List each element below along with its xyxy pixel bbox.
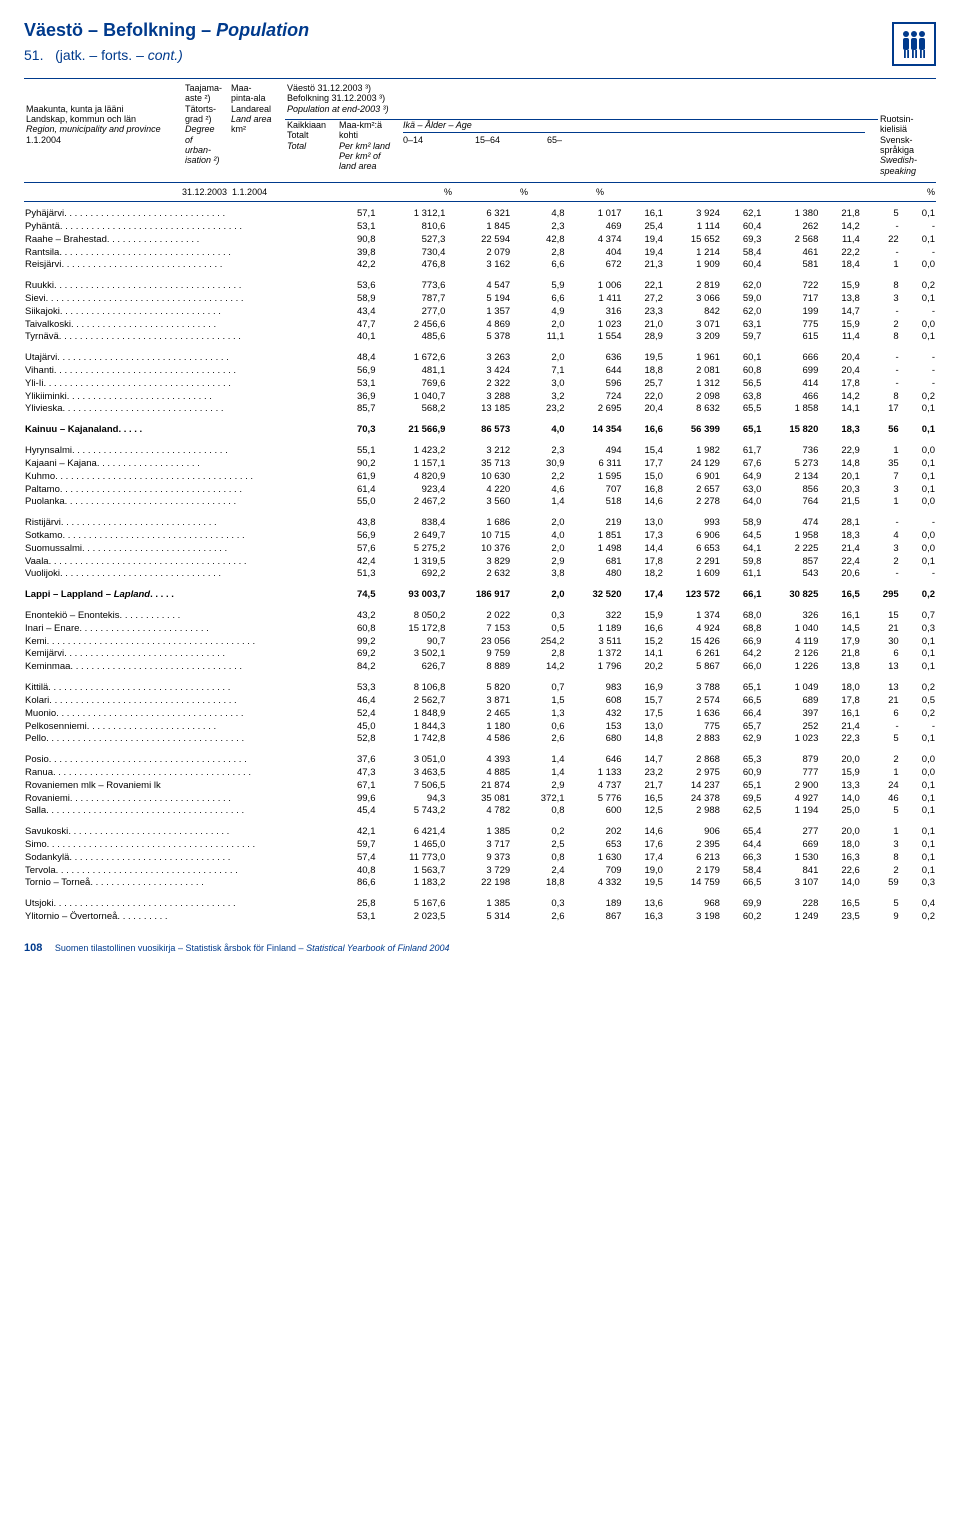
- table-row: Utsjoki . . . . . . . . . . . . . . . . …: [24, 898, 936, 911]
- table-row: Ylikiiminki . . . . . . . . . . . . . . …: [24, 391, 936, 404]
- table-row: Kainuu – Kajanaland . . . . .70,321 566,…: [24, 424, 936, 437]
- table-row: Paltamo . . . . . . . . . . . . . . . . …: [24, 484, 936, 497]
- table-row: Vihanti . . . . . . . . . . . . . . . . …: [24, 365, 936, 378]
- table-row: Ruukki . . . . . . . . . . . . . . . . .…: [24, 280, 936, 293]
- title-fi: Väestö: [24, 20, 83, 40]
- date-header-row: 31.12.2003 1.1.2004 % % % %: [24, 183, 936, 202]
- page-subtitle: 51. (jatk. – forts. – cont.): [24, 47, 309, 63]
- table-row: Reisjärvi . . . . . . . . . . . . . . . …: [24, 259, 936, 272]
- table-row: Lappi – Lappland – Lapland . . . . .74,5…: [24, 589, 936, 602]
- table-row: Pyhäjärvi . . . . . . . . . . . . . . . …: [24, 208, 936, 221]
- table-row: Savukoski . . . . . . . . . . . . . . . …: [24, 826, 936, 839]
- page-number: 108: [24, 942, 42, 954]
- table-row: Posio . . . . . . . . . . . . . . . . . …: [24, 754, 936, 767]
- population-table: Pyhäjärvi . . . . . . . . . . . . . . . …: [24, 208, 936, 924]
- table-row: Inari – Enare . . . . . . . . . . . . . …: [24, 623, 936, 636]
- table-row: Hyrynsalmi . . . . . . . . . . . . . . .…: [24, 445, 936, 458]
- table-row: Pelkosenniemi . . . . . . . . . . . . . …: [24, 721, 936, 734]
- table-row: Puolanka . . . . . . . . . . . . . . . .…: [24, 496, 936, 509]
- table-row: Rantsila . . . . . . . . . . . . . . . .…: [24, 247, 936, 260]
- column-headers: Maakunta, kunta ja lääni Landskap, kommu…: [24, 78, 936, 183]
- table-row: Raahe – Brahestad . . . . . . . . . . . …: [24, 234, 936, 247]
- table-row: Suomussalmi . . . . . . . . . . . . . . …: [24, 543, 936, 556]
- table-row: Taivalkoski . . . . . . . . . . . . . . …: [24, 319, 936, 332]
- table-row: Salla . . . . . . . . . . . . . . . . . …: [24, 805, 936, 818]
- table-row: Rovaniemi . . . . . . . . . . . . . . . …: [24, 793, 936, 806]
- table-row: Vuolijoki . . . . . . . . . . . . . . . …: [24, 568, 936, 581]
- page-header: Väestö – Befolkning – Population 51. (ja…: [24, 20, 936, 66]
- table-row: Keminmaa . . . . . . . . . . . . . . . .…: [24, 661, 936, 674]
- table-row: Kittilä . . . . . . . . . . . . . . . . …: [24, 682, 936, 695]
- table-row: Kemijärvi . . . . . . . . . . . . . . . …: [24, 648, 936, 661]
- table-row: Vaala . . . . . . . . . . . . . . . . . …: [24, 556, 936, 569]
- table-row: Ristijärvi . . . . . . . . . . . . . . .…: [24, 517, 936, 530]
- title-sv: Befolkning: [103, 20, 196, 40]
- table-row: Tornio – Torneå . . . . . . . . . . . . …: [24, 877, 936, 890]
- population-logo-icon: [892, 22, 936, 66]
- table-row: Rovaniemen mlk – Rovaniemi lk 67,17 506,…: [24, 780, 936, 793]
- table-row: Kajaani – Kajana . . . . . . . . . . . .…: [24, 458, 936, 471]
- table-row: Sievi . . . . . . . . . . . . . . . . . …: [24, 293, 936, 306]
- table-row: Tervola . . . . . . . . . . . . . . . . …: [24, 865, 936, 878]
- page-title: Väestö – Befolkning – Population: [24, 20, 309, 41]
- table-row: Ranua . . . . . . . . . . . . . . . . . …: [24, 767, 936, 780]
- table-row: Kuhmo . . . . . . . . . . . . . . . . . …: [24, 471, 936, 484]
- table-row: Muonio . . . . . . . . . . . . . . . . .…: [24, 708, 936, 721]
- table-row: Tyrnävä . . . . . . . . . . . . . . . . …: [24, 331, 936, 344]
- page-footer: 108 Suomen tilastollinen vuosikirja – St…: [24, 942, 936, 954]
- table-row: Utajärvi . . . . . . . . . . . . . . . .…: [24, 352, 936, 365]
- table-row: Pello . . . . . . . . . . . . . . . . . …: [24, 733, 936, 746]
- table-row: Ylivieska . . . . . . . . . . . . . . . …: [24, 403, 936, 416]
- table-row: Siikajoki . . . . . . . . . . . . . . . …: [24, 306, 936, 319]
- title-en: Population: [216, 20, 309, 40]
- table-row: Ylitornio – Övertorneå . . . . . . . . .…: [24, 911, 936, 924]
- table-row: Sotkamo . . . . . . . . . . . . . . . . …: [24, 530, 936, 543]
- table-row: Enontekiö – Enontekis . . . . . . . . . …: [24, 610, 936, 623]
- table-row: Kemi . . . . . . . . . . . . . . . . . .…: [24, 636, 936, 649]
- table-row: Yli-Ii . . . . . . . . . . . . . . . . .…: [24, 378, 936, 391]
- table-row: Kolari . . . . . . . . . . . . . . . . .…: [24, 695, 936, 708]
- table-row: Sodankylä . . . . . . . . . . . . . . . …: [24, 852, 936, 865]
- table-row: Simo . . . . . . . . . . . . . . . . . .…: [24, 839, 936, 852]
- table-row: Pyhäntä . . . . . . . . . . . . . . . . …: [24, 221, 936, 234]
